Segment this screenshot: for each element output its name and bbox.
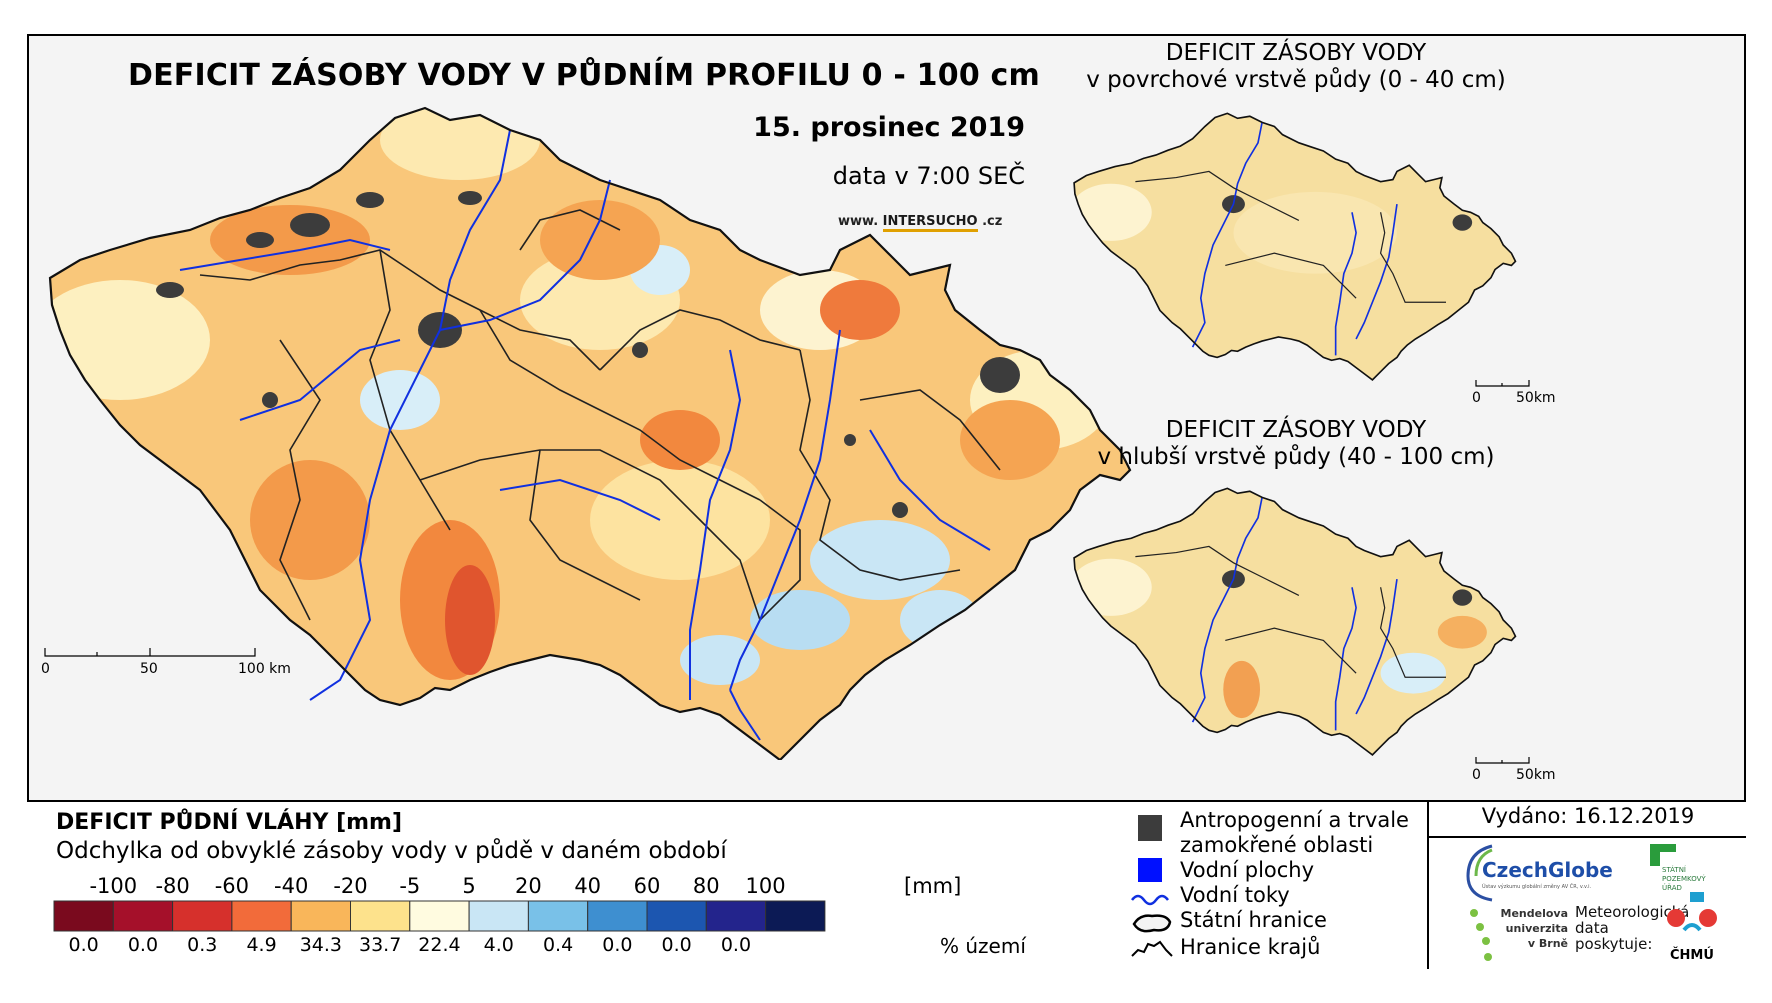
legend-subheading: Odchylka od obvyklé zásoby vody v půdě v… <box>56 838 727 864</box>
legend-color-cell <box>231 900 292 932</box>
legend-heading: DEFICIT PŮDNÍ VLÁHY [mm] <box>56 810 403 835</box>
anthropogenic-swatch <box>1138 815 1162 841</box>
legend-panel <box>27 800 1746 969</box>
inset-bottom-title: DEFICIT ZÁSOBY VODY v hlubší vrstvě půdy… <box>1097 417 1495 470</box>
inset-top-scale-bar <box>1475 380 1530 387</box>
legend-unit: [mm] <box>904 874 962 898</box>
legend-tick-label: 5 <box>462 874 476 898</box>
legend-tick-label: -100 <box>89 874 138 898</box>
legend-color-cell <box>705 900 767 932</box>
mendelu-name: Mendelova univerzita v Brně <box>1500 907 1569 950</box>
inset-bottom-map <box>1073 487 1517 756</box>
main-scale-100: 100 km <box>238 661 291 677</box>
legend-percentage: 4.9 <box>246 934 277 956</box>
legend-percentage: 4.0 <box>483 934 514 956</box>
legend-tick-label: 60 <box>633 874 661 898</box>
legend-tick-label: -20 <box>333 874 368 898</box>
chmu-name: ČHMÚ <box>1670 948 1714 963</box>
legend-percentage: 0.0 <box>720 934 752 956</box>
legend-tick-label: -80 <box>155 874 190 898</box>
legend-percentage: 34.3 <box>299 934 342 956</box>
spu-logo <box>1650 844 1676 866</box>
rivers-label: Vodní toky <box>1180 883 1290 907</box>
website-link[interactable]: www. INTERSUCHO .cz <box>838 214 1002 232</box>
legend-tick-label: -60 <box>214 874 250 898</box>
legend-percentage: 33.7 <box>358 934 402 956</box>
legend-percentage: 22.4 <box>418 934 461 956</box>
legend-colorbar <box>53 900 826 932</box>
legend-color-cell <box>53 900 114 932</box>
chmu-logo <box>1667 892 1717 932</box>
water-swatch <box>1138 858 1162 882</box>
legend-color-cell <box>112 900 174 932</box>
legend-percentage: 0.0 <box>127 934 159 956</box>
map-date: 15. prosinec 2019 <box>753 112 1025 143</box>
legend-tick-label: -40 <box>274 874 309 898</box>
water-bodies-label: Vodní plochy <box>1180 858 1315 882</box>
main-map <box>44 106 1132 760</box>
legend-color-cell <box>350 900 411 932</box>
data-time: data v 7:00 SEČ <box>832 162 1025 190</box>
inset-top-title: DEFICIT ZÁSOBY VODY v povrchové vrstvě p… <box>1086 40 1506 93</box>
legend-tick-label: 100 <box>745 874 786 898</box>
main-scale-50: 50 <box>140 661 158 677</box>
state-border-icon <box>1132 914 1172 933</box>
legend-color-cell <box>646 900 707 932</box>
main-title: DEFICIT ZÁSOBY VODY V PŮDNÍM PROFILU 0 -… <box>128 58 1040 93</box>
inset-bottom-scale-0: 0 <box>1472 767 1481 783</box>
issued-date: Vydáno: 16.12.2019 <box>1481 804 1695 828</box>
region-border-label: Hranice krajů <box>1180 935 1321 959</box>
inset-bottom-scale-bar <box>1475 757 1530 764</box>
legend-tick-label: 20 <box>515 874 542 898</box>
czechglobe-subtitle: Ústav výzkumu globální změny AV ČR, v.v.… <box>1482 884 1592 890</box>
legend-color-cell <box>527 900 589 932</box>
inset-top-scale-0: 0 <box>1472 390 1481 406</box>
legend-color-cell <box>468 900 529 932</box>
legend-divider-horizontal <box>1427 836 1746 838</box>
legend-color-cell <box>290 900 351 932</box>
legend-tick-label: 40 <box>574 874 602 898</box>
mendelu-logo <box>1470 909 1492 961</box>
legend-color-cell <box>172 900 233 932</box>
legend-percentage: 0.0 <box>661 934 692 956</box>
river-icon <box>1131 894 1169 906</box>
czechglobe-name: CzechGlobe <box>1482 858 1613 882</box>
legend-percentage: 0.0 <box>602 934 633 956</box>
meteo-credit: Meteorologická data poskytuje: <box>1575 903 1690 953</box>
percent-label: % území <box>940 934 1026 958</box>
anthropogenic-label-2: zamokřené oblasti <box>1180 833 1374 857</box>
legend-percentage: 0.3 <box>187 934 218 956</box>
main-scale-bar <box>44 648 256 657</box>
legend-divider-vertical <box>1427 800 1429 969</box>
legend-color-cell <box>765 900 826 932</box>
region-border-icon <box>1131 940 1173 957</box>
legend-color-cell <box>587 900 648 932</box>
czechglobe-logo <box>1466 844 1493 902</box>
spu-name: STÁTNÍ POZEMKOVÝ ÚŘAD <box>1662 866 1706 892</box>
inset-top-map <box>1073 112 1517 381</box>
state-border-label: Státní hranice <box>1180 908 1327 932</box>
main-scale-0: 0 <box>41 661 50 677</box>
legend-color-cell <box>409 900 470 932</box>
inset-top-scale-50: 50km <box>1516 390 1556 406</box>
legend-percentage: 0.4 <box>542 934 574 956</box>
legend-tick-label: 80 <box>692 874 720 898</box>
legend-percentage: 0.0 <box>68 934 99 956</box>
legend-tick-label: -5 <box>399 874 421 898</box>
anthropogenic-label-1: Antropogenní a trvale <box>1180 808 1409 832</box>
inset-bottom-scale-50: 50km <box>1516 767 1556 783</box>
